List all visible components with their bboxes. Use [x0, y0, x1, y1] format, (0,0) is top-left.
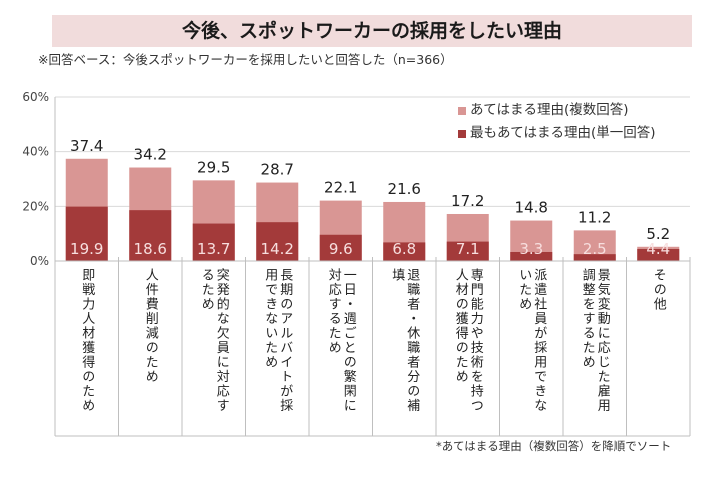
data-label-multiple: 22.1 — [324, 179, 357, 197]
x-tick-label: 退職者・休職者分の補 填 — [389, 268, 420, 413]
legend-label-single: 最もあてはまる理由(単一回答) — [470, 125, 656, 141]
x-tick-label: 即戦力人材獲得のため — [79, 268, 95, 413]
legend-item-single: 最もあてはまる理由(単一回答) — [458, 122, 656, 145]
bar-single — [129, 210, 172, 261]
legend-swatch-single — [458, 129, 466, 138]
x-tick-label: 人件費削減のため — [142, 268, 158, 384]
data-label-single: 18.6 — [134, 240, 167, 258]
x-tick-label: 景気変動に応じた雇用 調整をするため — [579, 268, 610, 413]
legend: あてはまる理由(複数回答) 最もあてはまる理由(単一回答) — [458, 99, 656, 145]
legend-item-multiple: あてはまる理由(複数回答) — [458, 99, 656, 122]
bar-single — [65, 206, 108, 261]
data-label-multiple: 34.2 — [134, 146, 167, 164]
chart-subtitle: ※回答ベース：今後スポットワーカーを採用したいと回答した（n=366） — [38, 52, 453, 67]
bar-single — [256, 222, 299, 261]
x-tick-label: 派遣社員が採用できな いため — [516, 268, 547, 413]
data-label-multiple: 14.8 — [515, 199, 548, 217]
bar-single — [383, 242, 426, 261]
data-label-single: 4.4 — [646, 240, 670, 258]
x-tick-label: 突発的な欠員に対応す るため — [198, 268, 229, 413]
data-label-single: 6.8 — [392, 240, 416, 258]
bar-single — [573, 254, 616, 261]
data-label-multiple: 28.7 — [261, 161, 294, 179]
data-label-single: 9.6 — [329, 240, 353, 258]
x-tick-label: 一日・週ごとの繁閑に 対応するため — [325, 268, 356, 413]
data-label-multiple: 5.2 — [646, 225, 670, 243]
y-tick-label: 40% — [22, 145, 49, 159]
data-label-single: 3.3 — [519, 240, 543, 258]
data-label-multiple: 11.2 — [578, 208, 611, 226]
data-label-multiple: 29.5 — [197, 158, 230, 176]
data-label-single: 7.1 — [456, 240, 480, 258]
data-label-single: 13.7 — [197, 240, 230, 258]
legend-swatch-multiple — [458, 106, 466, 115]
bar-single — [192, 223, 235, 261]
bar-single — [446, 241, 489, 261]
bar-single — [319, 234, 362, 261]
data-label-multiple: 37.4 — [70, 137, 103, 155]
x-tick-label: 専門能力や技術を持つ 人材の獲得のため — [452, 268, 483, 413]
y-tick-label: 0% — [30, 254, 49, 268]
data-label-single: 19.9 — [70, 240, 103, 258]
data-label-multiple: 21.6 — [388, 180, 421, 198]
y-tick-label: 20% — [22, 199, 49, 213]
data-label-single: 2.5 — [583, 240, 607, 258]
bar-single — [637, 248, 680, 261]
data-label-single: 14.2 — [261, 240, 294, 258]
chart-title: 今後、スポットワーカーの採用をしたい理由 — [181, 20, 562, 42]
x-tick-label: その他 — [650, 268, 666, 312]
footnote: *あてはまる理由（複数回答）を降順でソート — [436, 439, 672, 453]
x-tick-label: 長期のアルバイトが採 用できないため — [262, 268, 293, 413]
legend-label-multiple: あてはまる理由(複数回答) — [470, 102, 629, 118]
bar-single — [510, 251, 553, 261]
data-label-multiple: 17.2 — [451, 192, 484, 210]
y-tick-label: 60% — [22, 90, 49, 104]
title-band — [52, 15, 692, 47]
